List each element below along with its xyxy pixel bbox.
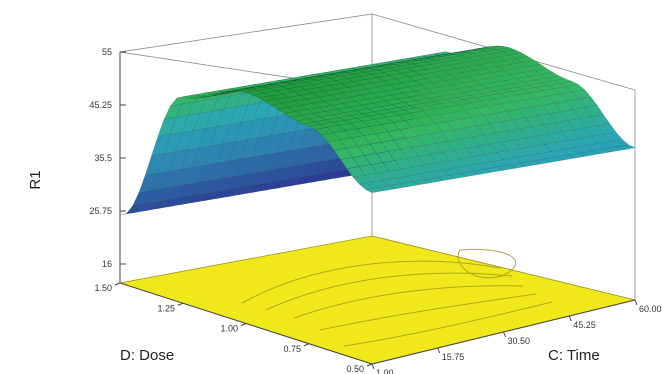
surface-patch [616, 144, 636, 151]
dose-tick-mark [366, 363, 373, 367]
surface-patch [521, 60, 541, 67]
time-tick-mark [503, 331, 506, 338]
time-tick-label: 1.00 [376, 368, 394, 374]
dose-tick-label: 0.50 [346, 364, 364, 374]
time-tick-mark [568, 315, 572, 322]
surface-patch [534, 68, 554, 75]
surface-patch [546, 75, 567, 82]
z-ticks: 16 25.75 35.5 45.25 55 [89, 47, 126, 269]
time-ticks: 1.00 15.75 30.50 45.25 60.00 [371, 299, 662, 374]
floor-plane [119, 235, 636, 365]
z-tick-label: 55 [102, 47, 112, 57]
surface-patch [559, 81, 579, 87]
contour-loop [457, 248, 516, 279]
surface-patch [572, 89, 592, 100]
dose-axis-title: D: Dose [120, 347, 174, 364]
surface-patch [597, 123, 617, 135]
surface-patch [502, 49, 523, 56]
contour-line [343, 301, 553, 347]
z-tick-label: 16 [102, 259, 112, 269]
floor-fill [119, 235, 636, 365]
time-tick-label: 30.50 [508, 336, 531, 346]
contour-line [293, 285, 524, 319]
time-tick-mark [371, 363, 375, 370]
dose-tick-mark [303, 343, 310, 347]
dose-tick-label: 1.00 [220, 324, 238, 334]
z-tick-label: 35.5 [94, 153, 112, 163]
time-tick-label: 15.75 [442, 352, 465, 362]
surface-patch [528, 64, 548, 71]
surface-patch [578, 96, 598, 108]
contour-line [241, 260, 501, 304]
z-tick-label: 45.25 [89, 100, 112, 110]
response-surface [119, 45, 636, 216]
dose-tick-mark [114, 282, 121, 286]
z-tick-label: 25.75 [89, 206, 112, 216]
surface-patch [553, 78, 573, 84]
surface-patch [591, 114, 611, 126]
dose-tick-label: 1.50 [94, 283, 112, 293]
surface-patch [584, 105, 604, 117]
surface-patch [565, 84, 585, 93]
dose-tick-label: 0.75 [283, 344, 301, 354]
dose-tick-mark [177, 302, 184, 306]
floor-contours [241, 248, 553, 347]
z-axis-title: R1 [27, 170, 44, 189]
time-axis-title: C: Time [548, 347, 600, 364]
time-tick-mark [634, 299, 638, 306]
dose-ticks: 0.50 0.75 1.00 1.25 1.50 [94, 282, 373, 374]
time-tick-label: 45.25 [573, 320, 596, 330]
contour-line [319, 293, 537, 331]
dose-tick-label: 1.25 [157, 303, 175, 313]
dose-tick-mark [240, 323, 247, 326]
contour-line [265, 272, 513, 311]
surface-patch [540, 72, 560, 79]
time-tick-mark [437, 347, 441, 354]
time-tick-label: 60.00 [639, 304, 662, 314]
